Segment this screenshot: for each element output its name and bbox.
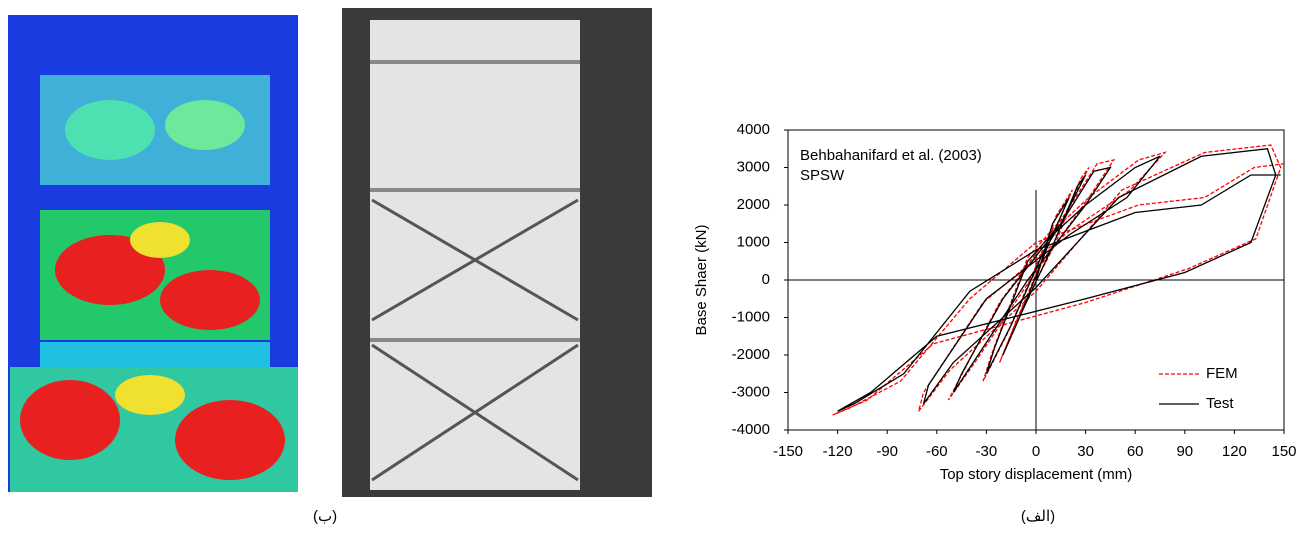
photo-wall [370, 20, 580, 490]
y-tick-label: -1000 [732, 308, 770, 325]
x-tick-label: 0 [1032, 443, 1040, 460]
x-tick-label: 30 [1077, 443, 1094, 460]
fem-contour [65, 100, 155, 160]
y-tick-label: 2000 [737, 196, 770, 213]
photo-beams [370, 60, 580, 342]
x-tick-label: 150 [1271, 443, 1296, 460]
y-tick-label: -3000 [732, 383, 770, 400]
y-tick-label: 4000 [737, 121, 770, 138]
fem-contour [115, 375, 185, 415]
fem-contour [20, 380, 120, 460]
y-axis-title: Base Shaer (kN) [693, 225, 710, 336]
fem-contour [165, 100, 245, 150]
x-tick-label: -30 [976, 443, 998, 460]
fem-contour [160, 270, 260, 330]
test-photo [342, 8, 652, 497]
fem-contour [130, 222, 190, 258]
y-tick-label: 1000 [737, 233, 770, 250]
y-tick-label: -2000 [732, 346, 770, 363]
caption: (ب) [313, 508, 337, 525]
caption: (الف) [1021, 508, 1055, 525]
x-tick-label: -120 [823, 443, 853, 460]
y-tick-label: -4000 [732, 421, 770, 438]
annotation: SPSW [800, 167, 845, 184]
y-tick-label: 3000 [737, 158, 770, 175]
legend-label: FEM [1206, 365, 1238, 382]
fem-contour [55, 235, 165, 305]
fem-contour-image [8, 15, 298, 492]
x-tick-label: 60 [1127, 443, 1144, 460]
fem-contour [175, 400, 285, 480]
series-line [832, 144, 1285, 416]
x-tick-label: -90 [876, 443, 898, 460]
photo-buckles [371, 198, 579, 482]
x-tick-label: 120 [1222, 443, 1247, 460]
x-tick-label: 90 [1176, 443, 1193, 460]
x-axis-title: Top story displacement (mm) [940, 466, 1133, 483]
series-line [837, 148, 1281, 412]
fem-beam [40, 342, 270, 367]
annotation: Behbahanifard et al. (2003) [800, 147, 982, 164]
x-tick-label: -60 [926, 443, 948, 460]
legend-label: Test [1206, 395, 1234, 412]
y-tick-label: 0 [762, 271, 770, 288]
x-tick-label: -150 [773, 443, 803, 460]
